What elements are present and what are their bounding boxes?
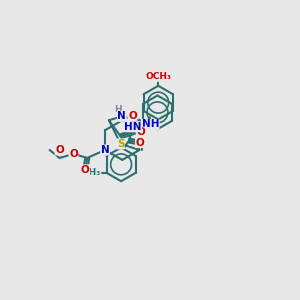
Text: O: O — [128, 110, 137, 121]
Text: N: N — [117, 111, 126, 121]
Text: HN: HN — [124, 122, 142, 132]
Text: OCH₃: OCH₃ — [145, 72, 171, 81]
Text: O: O — [81, 165, 90, 175]
Text: NH: NH — [142, 119, 159, 129]
Text: N: N — [101, 145, 110, 155]
Text: O: O — [136, 127, 145, 137]
Text: O: O — [69, 149, 78, 159]
Text: O: O — [55, 145, 64, 155]
Text: H: H — [114, 105, 122, 114]
Text: S: S — [117, 139, 124, 149]
Text: CH₃: CH₃ — [82, 168, 101, 177]
Text: O: O — [136, 138, 144, 148]
